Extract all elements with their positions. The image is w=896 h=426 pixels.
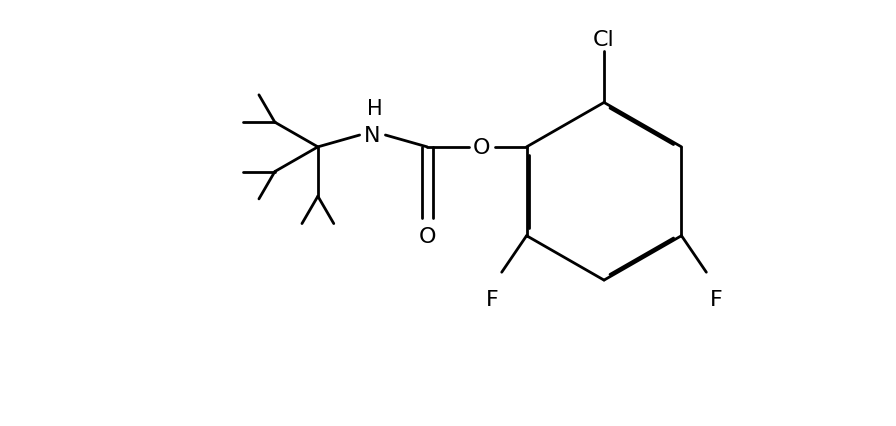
Text: F: F	[710, 289, 723, 309]
Text: H: H	[366, 99, 383, 119]
Text: O: O	[473, 138, 491, 158]
Text: N: N	[365, 126, 381, 146]
Text: Cl: Cl	[593, 30, 615, 50]
Text: F: F	[486, 289, 498, 309]
Text: O: O	[418, 226, 436, 246]
